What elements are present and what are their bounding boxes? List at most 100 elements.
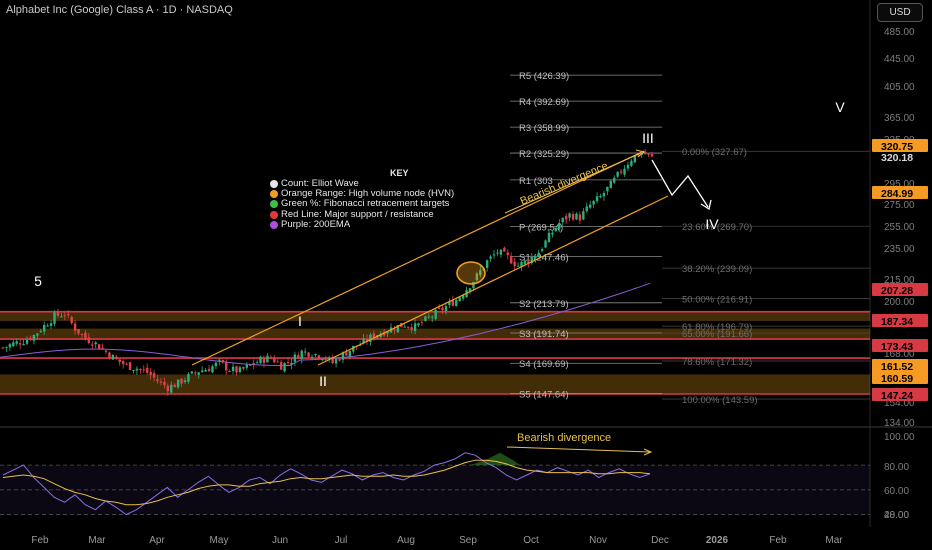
candle-body [149, 371, 152, 376]
candle-body [307, 352, 310, 357]
price-label: 284.99 [881, 188, 913, 200]
candle-body [492, 254, 496, 256]
candle-body [166, 385, 170, 392]
candle-body [111, 354, 115, 360]
price-label-box [872, 359, 928, 372]
candle-body [91, 344, 94, 346]
candle-body [609, 180, 612, 189]
candle-body [352, 345, 355, 352]
candle-body [599, 195, 602, 198]
key-legend-dot [270, 220, 278, 229]
fib-label: 38.20% (239.09) [682, 264, 752, 275]
candle-body [283, 362, 286, 372]
candle-body [29, 337, 32, 340]
candle-body [170, 384, 173, 393]
candle-body [413, 323, 417, 331]
price-label: 320.75 [881, 141, 913, 153]
candle-body [602, 192, 606, 197]
price-label: 187.34 [881, 316, 913, 328]
pivot-label: R5 (426.39) [519, 71, 569, 82]
fib-label: 23.60% (269.70) [682, 222, 752, 233]
y-tick-label: 255.00 [884, 222, 915, 233]
candle-body [348, 350, 352, 357]
candle-body [588, 204, 592, 208]
candle-body [564, 216, 568, 220]
wave-label: 5 [34, 273, 42, 289]
candle-body [420, 322, 424, 324]
projection-arrowhead [700, 199, 712, 211]
candle-body [489, 256, 492, 259]
candle-body [571, 213, 575, 220]
candle-body [321, 359, 324, 361]
candle-body [242, 366, 245, 369]
candle-body [585, 206, 588, 212]
candle-body [606, 186, 609, 192]
candle-body [39, 331, 42, 333]
x-tick-label: Mar [88, 535, 106, 546]
y-tick-label: 365.00 [884, 113, 915, 124]
candle-body [475, 273, 479, 281]
candle-body [451, 300, 455, 306]
candle-body [561, 217, 564, 223]
candle-body [544, 240, 547, 248]
candle-body [262, 357, 266, 363]
key-legend-dot [270, 210, 278, 219]
candle-body [276, 361, 279, 363]
candle-body [180, 378, 183, 384]
price-label-box [872, 371, 928, 384]
candle-body [204, 369, 207, 372]
wave-label: III [642, 130, 654, 146]
candle-body [623, 168, 626, 175]
x-tick-label: Apr [149, 535, 165, 546]
key-legend-item: Red Line: Major support / resistance [270, 209, 454, 220]
pivot-label: S1 (247.46) [519, 253, 569, 264]
candle-body [108, 352, 111, 359]
candle-body [613, 177, 616, 183]
candle-body [458, 297, 461, 302]
candle-body [568, 213, 571, 218]
candle-body [135, 368, 139, 371]
x-tick-label: Jul [335, 535, 348, 546]
candle-body [520, 261, 523, 268]
price-label-box [872, 314, 928, 327]
candle-body [118, 359, 121, 363]
currency-button[interactable]: USD [877, 3, 923, 22]
channel-upper-line [191, 150, 645, 366]
y-tick-label: 235.00 [884, 244, 915, 255]
candle-body [18, 343, 22, 345]
candle-body [328, 357, 331, 360]
candle-body [190, 371, 194, 374]
candle-body [386, 332, 389, 334]
candle-body [485, 260, 489, 268]
candle-body [406, 326, 410, 328]
candle-body [431, 316, 434, 318]
candle-body [314, 353, 317, 356]
x-tick-label: Oct [523, 535, 539, 546]
key-legend-dot [270, 180, 278, 188]
candle-body [63, 315, 67, 317]
candle-body [575, 213, 578, 220]
x-tick-label: Jun [272, 535, 288, 546]
pivot-label: R2 (325.29) [519, 149, 569, 160]
pivot-label: P (269.54) [519, 222, 563, 233]
candle-body [56, 311, 60, 316]
candle-body [461, 295, 465, 299]
candle-body [32, 335, 36, 341]
wave-label: V [835, 99, 845, 115]
candle-body [139, 369, 142, 371]
candle-body [70, 316, 73, 324]
candle-body [595, 196, 599, 202]
candle-body [249, 364, 252, 366]
candle-body [448, 301, 451, 306]
key-legend-item: Orange Range: High volume node (HVN) [270, 189, 454, 199]
price-label: 160.59 [881, 373, 913, 385]
candle-body [338, 359, 341, 361]
y-tick-label: 485.00 [884, 27, 915, 38]
candle-body [592, 200, 595, 205]
hvn-circle [456, 261, 486, 285]
fib-label: 50.00% (216.91) [682, 295, 752, 306]
candle-body [67, 313, 70, 315]
candle-body [317, 355, 321, 359]
candle-body [396, 324, 400, 333]
